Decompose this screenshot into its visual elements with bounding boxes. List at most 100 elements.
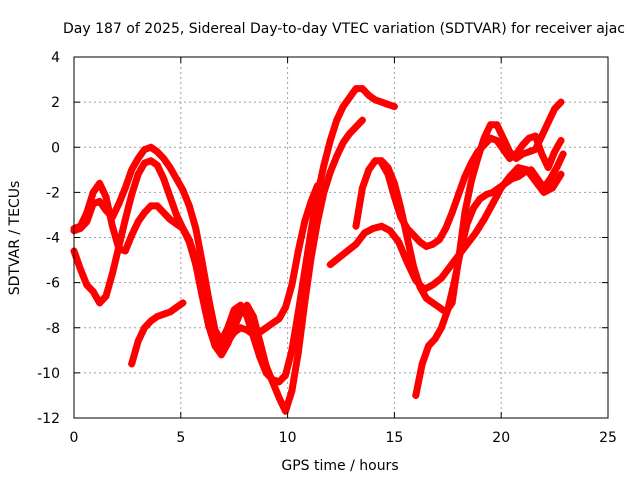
series-trace-g: [412, 150, 567, 399]
data-point: [243, 326, 251, 334]
data-point: [173, 303, 181, 311]
data-point: [179, 299, 187, 307]
series-trace-d: [326, 164, 565, 293]
data-point: [281, 407, 289, 415]
data-point: [128, 231, 136, 239]
data-point: [249, 312, 257, 320]
data-point: [461, 209, 469, 217]
data-point: [487, 134, 495, 142]
data-point: [166, 308, 174, 316]
data-point: [140, 159, 148, 167]
data-point: [482, 191, 490, 199]
data-point: [487, 121, 495, 129]
data-point: [557, 136, 565, 144]
data-point: [410, 263, 418, 271]
data-point: [416, 238, 424, 246]
data-point: [256, 337, 264, 345]
data-point: [237, 324, 245, 332]
data-point: [531, 132, 539, 140]
data-point: [352, 85, 360, 93]
plot-marks: [70, 85, 567, 415]
data-point: [314, 182, 322, 190]
data-point: [467, 177, 475, 185]
data-point: [108, 270, 116, 278]
data-point: [437, 274, 445, 282]
data-point: [551, 148, 559, 156]
data-point: [134, 155, 142, 163]
data-point: [160, 209, 168, 217]
data-point: [346, 94, 354, 102]
data-point: [416, 283, 424, 291]
data-point: [140, 146, 148, 154]
data-point: [192, 256, 200, 264]
data-point: [307, 197, 315, 205]
data-point: [418, 360, 426, 368]
data-point: [514, 164, 522, 172]
data-point: [192, 224, 200, 232]
data-point: [147, 202, 155, 210]
data-point: [358, 85, 366, 93]
data-point: [499, 134, 507, 142]
data-point: [544, 164, 552, 172]
data-point: [262, 362, 270, 370]
data-point: [115, 200, 123, 208]
data-point: [352, 123, 360, 131]
data-point: [422, 294, 430, 302]
data-point: [371, 96, 379, 104]
data-point: [360, 229, 368, 237]
data-point: [147, 317, 155, 325]
data-point: [369, 224, 377, 232]
data-point: [525, 148, 533, 156]
data-point: [352, 222, 360, 230]
data-point: [173, 211, 181, 219]
data-point: [444, 306, 452, 314]
data-point: [281, 303, 289, 311]
data-point: [121, 215, 129, 223]
data-point: [512, 150, 520, 158]
data-point: [501, 179, 509, 187]
data-point: [519, 141, 527, 149]
data-point: [514, 173, 522, 181]
data-point: [508, 175, 516, 183]
data-point: [467, 159, 475, 167]
data-point: [140, 209, 148, 217]
data-point: [173, 220, 181, 228]
data-point: [179, 186, 187, 194]
y-tick-label: 2: [51, 95, 60, 111]
data-point: [521, 168, 529, 176]
data-point: [198, 283, 206, 291]
axes: 0 5 10 15 20 25 -12 -10 -8 -6 -4 -2 0 2 4: [37, 50, 617, 446]
y-tick-label: -12: [37, 411, 60, 427]
data-point: [96, 179, 104, 187]
data-point: [506, 155, 514, 163]
data-point: [476, 195, 484, 203]
data-point: [288, 346, 296, 354]
series-trace: [326, 164, 565, 293]
data-point: [378, 159, 386, 167]
data-point: [166, 164, 174, 172]
data-point: [559, 150, 567, 158]
data-point: [140, 324, 148, 332]
data-point: [343, 247, 351, 255]
data-point: [557, 170, 565, 178]
y-tick-label: -4: [46, 231, 60, 247]
x-tick-label: 10: [279, 430, 297, 446]
data-point: [472, 229, 480, 237]
data-point: [474, 148, 482, 156]
data-point: [551, 105, 559, 113]
data-point: [335, 254, 343, 262]
grid: [74, 57, 608, 418]
data-point: [134, 337, 142, 345]
data-point: [450, 279, 458, 287]
data-point: [435, 303, 443, 311]
data-point: [352, 240, 360, 248]
y-tick-label: -6: [46, 276, 60, 292]
data-point: [358, 184, 366, 192]
data-point: [384, 100, 392, 108]
data-point: [224, 337, 232, 345]
data-point: [294, 349, 302, 357]
data-point: [237, 308, 245, 316]
data-point: [179, 224, 187, 232]
data-point: [425, 342, 433, 350]
